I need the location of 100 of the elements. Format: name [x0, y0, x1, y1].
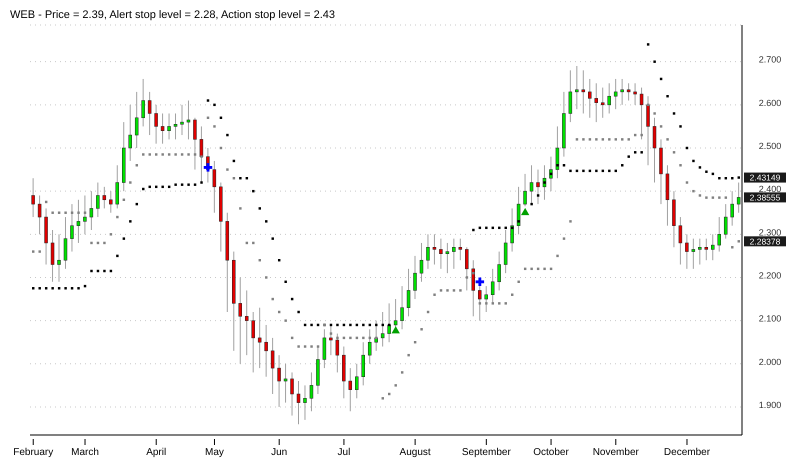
x-tick-label: March	[71, 447, 99, 458]
candlestick	[490, 268, 494, 304]
x-tick-label: May	[205, 447, 224, 458]
candlestick	[394, 298, 398, 328]
candlestick	[588, 78, 592, 118]
y-tick-label: 2.400	[758, 184, 782, 194]
y-tick-label: 2.500	[758, 141, 782, 151]
x-tick-label: February	[13, 447, 54, 458]
candlestick	[70, 204, 74, 252]
candlestick	[582, 70, 586, 114]
candlestick	[678, 216, 682, 266]
candlestick	[322, 328, 326, 369]
candlestick	[167, 112, 171, 140]
point	[521, 208, 530, 216]
candlestick	[542, 164, 546, 200]
candlestick	[465, 246, 469, 291]
x-tick-label: November	[592, 447, 640, 458]
candlestick	[258, 307, 262, 369]
candlestick	[594, 82, 598, 123]
x-tick-label: December	[664, 447, 711, 458]
candlestick	[303, 384, 307, 420]
candlestick	[141, 78, 145, 127]
candlestick	[193, 117, 197, 170]
y-tick-label: 2.700	[758, 54, 782, 65]
candlestick	[536, 169, 540, 205]
candlestick	[516, 186, 520, 235]
candlestick	[186, 100, 190, 140]
point	[392, 326, 400, 334]
candlestick	[174, 112, 178, 140]
candlestick	[530, 164, 534, 205]
candlestick	[264, 324, 268, 378]
candlestick	[510, 208, 514, 252]
candlestick	[76, 199, 80, 244]
candlestick	[109, 190, 113, 214]
candlestick	[200, 126, 204, 184]
candlestick	[730, 190, 734, 226]
candlestick	[704, 238, 708, 261]
x-tick-label: Jul	[338, 447, 350, 458]
candlestick	[355, 363, 359, 399]
x-tick-label: August	[400, 447, 431, 458]
candlestick	[523, 173, 527, 207]
x-tick-label: April	[146, 447, 166, 458]
candlestick	[614, 78, 618, 110]
candlestick	[736, 182, 740, 214]
candlestick	[426, 234, 430, 270]
candlestick	[640, 87, 644, 140]
candlestick	[284, 363, 288, 404]
candlestick	[472, 260, 476, 317]
candlestick	[57, 234, 61, 282]
candlestick	[432, 234, 436, 266]
candlestick	[717, 216, 721, 252]
candlestick	[180, 104, 184, 136]
x-tick-label: October	[533, 447, 570, 458]
x-tick-label: Jun	[271, 447, 288, 458]
candlestick	[600, 87, 604, 118]
y-tick-label: 1.900	[758, 400, 782, 410]
candlestick	[620, 78, 624, 106]
candlestick	[711, 234, 715, 261]
candlestick	[698, 238, 702, 266]
candlestick	[626, 82, 630, 102]
candlestick	[439, 238, 443, 270]
point	[204, 163, 212, 172]
text: 2.38555	[750, 192, 780, 202]
candlestick	[102, 186, 106, 209]
candlestick	[504, 230, 508, 274]
candlestick	[96, 182, 100, 218]
candlestick	[556, 126, 560, 179]
candlestick	[633, 82, 637, 106]
candlestick	[148, 91, 152, 136]
candlestick	[50, 230, 54, 282]
data-label: 2.43149	[750, 172, 781, 183]
candlestick	[685, 234, 689, 270]
y-tick-label: 2.600	[758, 98, 782, 108]
candlestick	[724, 204, 728, 240]
candlestick	[420, 242, 424, 282]
candlestick	[452, 238, 456, 270]
candlestick	[446, 242, 450, 274]
candlestick	[484, 286, 488, 312]
candlestick	[212, 160, 216, 214]
candlestick	[116, 164, 120, 209]
candlestick	[652, 117, 656, 184]
y-tick-label: 2.300	[758, 227, 782, 238]
candlestick	[38, 194, 42, 235]
point	[476, 278, 484, 286]
candlestick	[497, 251, 501, 291]
candlestick	[310, 372, 314, 412]
candlestick	[692, 238, 696, 270]
candlestick	[478, 286, 482, 322]
candlestick	[368, 328, 372, 364]
candlestick	[290, 372, 294, 416]
candlestick	[568, 70, 572, 123]
x-tick-label: September	[462, 447, 512, 458]
candlestick	[575, 66, 579, 110]
candlestick	[270, 337, 274, 394]
candlestick	[277, 354, 281, 408]
candlestick	[238, 276, 242, 364]
candlestick	[296, 380, 300, 425]
y-tick-label: 2.100	[758, 314, 782, 324]
candlestick	[128, 104, 132, 162]
candlestick	[31, 178, 35, 218]
